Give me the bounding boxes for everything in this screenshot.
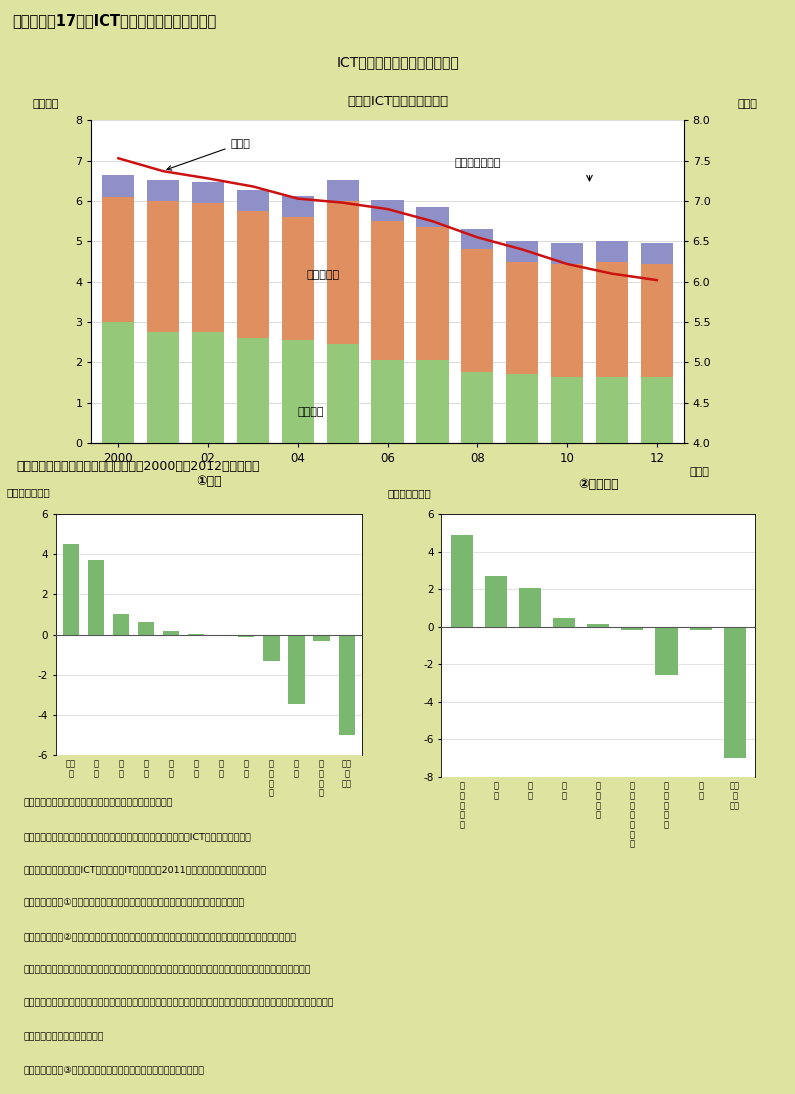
Bar [281,218,314,340]
Bar [371,360,404,443]
Bar [327,181,359,201]
Text: （％ポイント）: （％ポイント） [6,487,50,497]
Bar [163,631,179,635]
Bar [238,635,254,637]
Bar [506,374,538,443]
Bar [723,627,746,758]
Bar [192,203,224,333]
Bar [371,200,404,221]
Bar [147,333,180,443]
Bar [103,322,134,443]
Bar [551,376,584,443]
Bar [519,589,541,627]
Text: 情報通信システム工学科、メディア情報工学科、電気情報工学科、国際コミュニケーション情報: 情報通信システム工学科、メディア情報工学科、電気情報工学科、国際コミュニケーショ… [24,999,335,1008]
Bar [641,264,673,376]
Bar [237,190,269,211]
Text: 工学科: 工学科 [24,1032,104,1041]
Bar [641,376,673,443]
Bar [417,360,448,443]
Bar [595,376,628,443]
Bar [689,627,712,629]
Bar [641,243,673,264]
Bar [551,243,584,264]
Bar [655,627,677,675]
Bar [237,338,269,443]
Text: ②専修学校: ②専修学校 [578,478,619,491]
Text: 割合（目盛右）: 割合（目盛右） [455,158,501,167]
Text: 専修学校: 専修学校 [298,407,324,417]
Bar [147,181,180,201]
Bar [327,201,359,345]
Text: 大学院: 大学院 [167,139,250,170]
Bar [551,264,584,376]
Text: （％ポイント）: （％ポイント） [388,488,432,498]
Text: （備考）　１．文部科学省「学校基本調査」により作成。: （備考） １．文部科学省「学校基本調査」により作成。 [24,799,173,807]
Bar [451,535,473,627]
Bar [621,627,643,630]
Bar [237,211,269,338]
Bar [313,635,330,640]
Text: 第３－１－17図　ICT関連学科の卒業者数推移: 第３－１－17図 ICT関連学科の卒業者数推移 [12,13,216,28]
Text: （万人）: （万人） [32,100,59,109]
Bar [103,197,134,322]
Text: 情報電子工学科、情報工学科、流通情報工学科、情報通信工学科、情報デザイン学科、: 情報電子工学科、情報工学科、流通情報工学科、情報通信工学科、情報デザイン学科、 [24,965,312,975]
Text: （２）学科別卒業者数シェアの変化（2000年と2012年の比較）: （２）学科別卒業者数シェアの変化（2000年と2012年の比較） [16,459,259,473]
Text: ①大学: ①大学 [196,475,222,488]
Bar [506,261,538,374]
Bar [595,261,628,376]
Bar [147,201,180,333]
Text: （％）: （％） [737,100,757,109]
Text: ②高専：経営情報学科、コミュニケーション情報学科、制御情報工学科、電子情報工学科: ②高専：経営情報学科、コミュニケーション情報学科、制御情報工学科、電子情報工学科 [24,932,297,941]
Bar [281,340,314,443]
Text: （年）: （年） [689,467,709,477]
Bar [103,175,134,197]
Text: また、ICT関連学科はIT戦略本部（2011）を参考に次のとおりとした。: また、ICT関連学科はIT戦略本部（2011）を参考に次のとおりとした。 [24,865,267,874]
Bar [63,544,79,635]
Text: ③大学・大学院：電気通信工学（工学に含まれる。）: ③大学・大学院：電気通信工学（工学に含まれる。） [24,1066,205,1074]
Bar [327,345,359,443]
Text: （１）ICT関連の卒業者数: （１）ICT関連の卒業者数 [347,95,448,108]
Bar [192,333,224,443]
Bar [192,182,224,203]
Bar [339,635,355,735]
Bar [461,230,494,249]
Bar [417,207,448,228]
Bar [506,242,538,261]
Bar [417,228,448,360]
Bar [138,622,154,635]
Bar [588,625,609,627]
Bar [113,615,129,635]
Bar [87,560,104,635]
Bar [281,196,314,218]
Text: ICT関連の卒業者数は減少傾向: ICT関連の卒業者数は減少傾向 [336,55,459,69]
Bar [289,635,304,703]
Bar [263,635,280,661]
Bar [461,372,494,443]
Text: 高専・大学: 高専・大学 [307,269,340,280]
Bar [595,242,628,261]
Bar [553,618,576,627]
Text: ２．（１）に示した割合は各学校の全卒業生に占めるICT関連学科の割合。: ２．（１）に示した割合は各学校の全卒業生に占めるICT関連学科の割合。 [24,831,252,841]
Bar [371,221,404,360]
Bar [461,249,494,372]
Text: ①専修学校：電子計算機、情報処理、電気・電子、無線・通信、情報: ①専修学校：電子計算機、情報処理、電気・電子、無線・通信、情報 [24,898,245,908]
Bar [485,577,507,627]
